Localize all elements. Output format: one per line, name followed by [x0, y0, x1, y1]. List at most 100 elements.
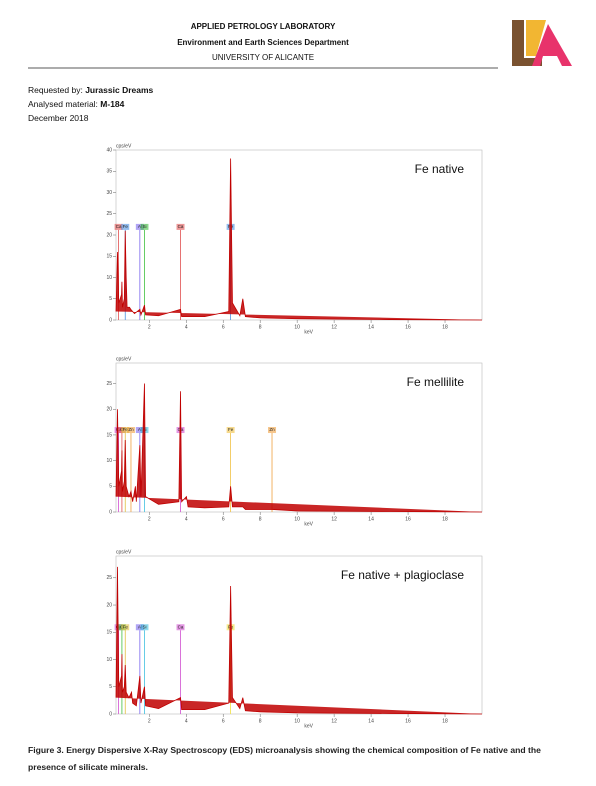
x-tick-label: 6 — [222, 324, 225, 330]
element-label: Ca — [178, 224, 184, 229]
y-tick-label: 40 — [106, 147, 112, 153]
material-value: M-184 — [100, 99, 125, 109]
x-axis-label: keV — [304, 329, 313, 335]
element-label: Ca — [178, 624, 184, 629]
element-tag — [135, 624, 144, 631]
element-label: Al — [138, 224, 142, 229]
element-label: Fe — [123, 224, 129, 229]
y-tick-label: 15 — [106, 630, 112, 636]
x-tick-label: 8 — [259, 516, 262, 522]
element-label: Si — [142, 224, 146, 229]
x-tick-label: 12 — [331, 718, 337, 724]
x-tick-label: 16 — [405, 718, 411, 724]
y-axis-label: cps/eV — [116, 549, 132, 555]
y-tick-label: 35 — [106, 169, 112, 175]
date: December 2018 — [28, 113, 89, 123]
x-tick-label: 14 — [368, 718, 374, 724]
material: Analysed material: M-184 — [28, 99, 124, 109]
element-tag — [114, 223, 123, 230]
y-tick-label: 25 — [106, 211, 112, 217]
y-tick-label: 20 — [106, 602, 112, 608]
element-label: Fe — [228, 427, 234, 432]
element-tag — [176, 624, 185, 631]
element-tag — [140, 624, 149, 631]
x-tick-label: 18 — [442, 718, 448, 724]
requested-label: Requested by: — [28, 85, 83, 95]
y-axis-label: cps/eV — [116, 143, 132, 149]
department: Environment and Earth Sciences Departmen… — [177, 38, 349, 47]
y-tick-label: 10 — [106, 458, 112, 464]
lab-name: APPLIED PETROLOGY LABORATORY — [190, 22, 336, 31]
element-tag — [140, 223, 149, 230]
requested: Requested by: Jurassic Dreams — [28, 85, 153, 95]
element-label: Si — [142, 624, 146, 629]
x-tick-label: 4 — [185, 516, 188, 522]
spectrum — [115, 566, 483, 715]
x-tick-label: 4 — [185, 324, 188, 330]
element-tag — [135, 223, 144, 230]
x-axis-label: keV — [304, 723, 313, 729]
chart-title: Fe native — [415, 162, 465, 176]
y-tick-label: 30 — [106, 190, 112, 196]
y-tick-label: 5 — [109, 684, 112, 690]
x-tick-label: 12 — [331, 516, 337, 522]
x-tick-label: 8 — [259, 718, 262, 724]
requested-value: Jurassic Dreams — [85, 85, 154, 95]
element-tag — [226, 427, 235, 434]
x-tick-label: 2 — [148, 516, 151, 522]
y-tick-label: 15 — [106, 432, 112, 438]
element-label: Al — [138, 624, 142, 629]
element-tag — [121, 427, 130, 434]
spectrum — [115, 158, 483, 321]
x-tick-label: 8 — [259, 324, 262, 330]
plot-frame — [115, 149, 483, 321]
element-label: Fe — [123, 624, 129, 629]
y-tick-label: 25 — [106, 575, 112, 581]
y-tick-label: 0 — [109, 711, 112, 717]
y-tick-label: 20 — [106, 407, 112, 413]
x-tick-label: 4 — [185, 718, 188, 724]
element-label: Ca — [116, 224, 122, 229]
y-tick-label: 0 — [109, 509, 112, 515]
x-tick-label: 6 — [222, 718, 225, 724]
logo — [512, 20, 572, 66]
material-label: Analysed material: — [28, 99, 98, 109]
x-tick-label: 14 — [368, 516, 374, 522]
element-label: Zn — [269, 427, 275, 432]
x-tick-label: 2 — [148, 718, 151, 724]
x-tick-label: 18 — [442, 516, 448, 522]
y-tick-label: 10 — [106, 275, 112, 281]
x-tick-label: 6 — [222, 516, 225, 522]
y-tick-label: 25 — [106, 381, 112, 387]
x-tick-label: 16 — [405, 516, 411, 522]
element-tag — [268, 427, 277, 434]
caption: Figure 3. Energy Dispersive X-Ray Spectr… — [28, 745, 541, 772]
y-tick-label: 5 — [109, 296, 112, 302]
element-label: Zn — [128, 427, 134, 432]
element-label: Al — [138, 427, 142, 432]
chart-title: Fe mellilite — [407, 375, 465, 389]
y-tick-label: 15 — [106, 254, 112, 260]
y-tick-label: 20 — [106, 232, 112, 238]
x-tick-label: 12 — [331, 324, 337, 330]
y-axis-label: cps/eV — [116, 356, 132, 362]
element-tag — [121, 223, 130, 230]
x-tick-label: 18 — [442, 324, 448, 330]
chart-title: Fe native + plagioclase — [341, 568, 464, 582]
element-tag — [121, 624, 130, 631]
plot-frame — [115, 362, 483, 513]
spectrum — [115, 383, 483, 513]
element-tag — [176, 223, 185, 230]
x-tick-label: 10 — [294, 718, 300, 724]
university: UNIVERSITY OF ALICANTE — [211, 53, 315, 62]
x-tick-label: 10 — [294, 516, 300, 522]
x-axis-label: keV — [304, 521, 313, 527]
element-label: Fe — [123, 427, 129, 432]
x-tick-label: 14 — [368, 324, 374, 330]
y-tick-label: 5 — [109, 484, 112, 490]
x-tick-label: 16 — [405, 324, 411, 330]
x-tick-label: 10 — [294, 324, 300, 330]
plot-frame — [115, 555, 483, 715]
